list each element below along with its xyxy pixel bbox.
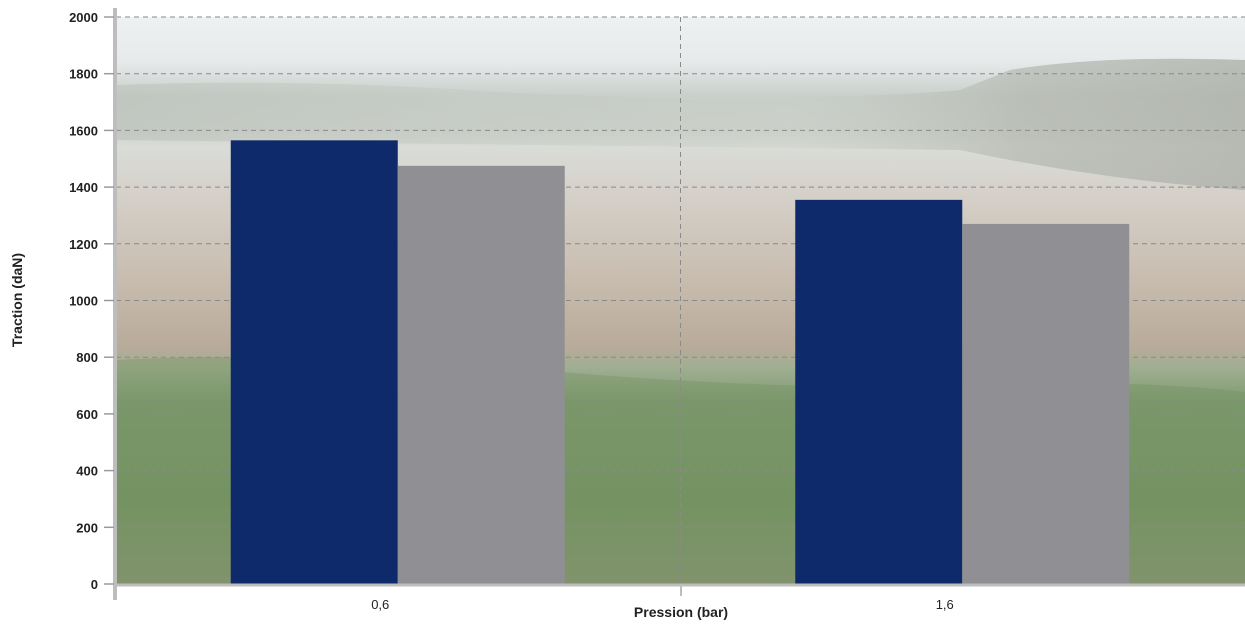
x-tick-label: 0,6 xyxy=(371,597,389,612)
x-tick-labels: 0,6 1,6 xyxy=(371,597,954,612)
bar-series-1-1 xyxy=(795,199,963,585)
x-axis-title: Pression (bar) xyxy=(634,604,728,620)
x-tick-label: 1,6 xyxy=(936,597,954,612)
y-tick-label: 1800 xyxy=(69,67,98,82)
y-tick-label: 1000 xyxy=(69,294,98,309)
y-tick-label: 2000 xyxy=(69,10,98,25)
y-tick-label: 600 xyxy=(76,407,98,422)
bars xyxy=(230,140,1130,585)
bar-series-2-1 xyxy=(962,223,1130,584)
y-tick-label: 400 xyxy=(76,464,98,479)
y-tick-label: 1200 xyxy=(69,237,98,252)
y-tick-label: 200 xyxy=(76,520,98,535)
y-tick-labels: 0 200 400 600 800 1000 1200 1400 1600 1800 2000 xyxy=(69,10,114,592)
y-tick-label: 800 xyxy=(76,350,98,365)
y-axis-title: Traction (daN) xyxy=(9,253,25,347)
y-tick-label: 0 xyxy=(91,577,98,592)
axes xyxy=(113,8,1245,600)
bar-series-2-0 xyxy=(397,165,565,584)
y-tick-label: 1400 xyxy=(69,180,98,195)
y-tick-label: 1600 xyxy=(69,123,98,138)
bar-series-1-0 xyxy=(230,140,398,584)
